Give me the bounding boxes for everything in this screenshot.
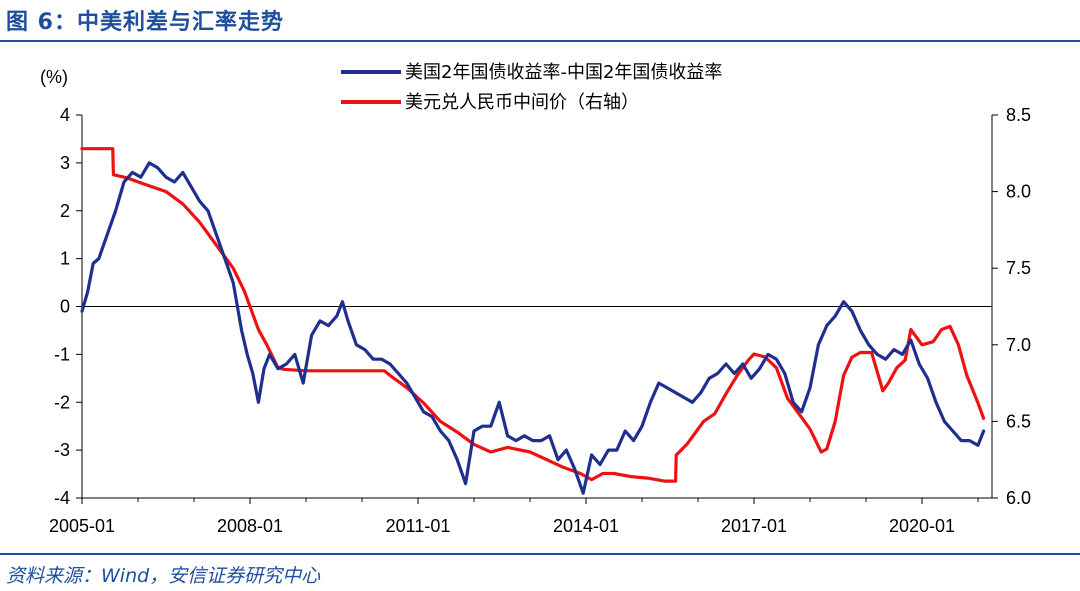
y-right-tick-label: 6.0 [1006, 488, 1031, 508]
x-tick-label: 2017-01 [721, 516, 787, 536]
source-note: 资料来源：Wind，安信证券研究中心 [6, 565, 321, 587]
source-rule [0, 553, 1080, 555]
legend: 美国2年国债收益率-中国2年国债收益率 美元兑人民币中间价（右轴） [341, 62, 722, 113]
y-left-tick-label: -3 [54, 440, 70, 460]
series-line-fx [80, 147, 986, 483]
y-left-tick-label: -1 [54, 344, 70, 364]
y-left-tick-label: 3 [60, 153, 70, 173]
chart-series [80, 147, 986, 495]
x-tick-label: 2020-01 [889, 516, 955, 536]
y-left-tick-label: 4 [60, 105, 70, 125]
x-tick-label: 2008-01 [217, 516, 283, 536]
x-tick-label: 2011-01 [386, 516, 451, 536]
y-unit-label: (%) [40, 67, 68, 87]
y-left-tick-label: 2 [60, 201, 70, 221]
y-left-tick-label: 1 [60, 249, 70, 269]
x-tick-label: 2014-01 [553, 516, 619, 536]
legend-label-spread: 美国2年国债收益率-中国2年国债收益率 [405, 62, 722, 83]
title-rule [0, 40, 1080, 42]
series-line-spread [80, 161, 986, 495]
y-left-tick-label: -2 [54, 392, 70, 412]
y-right-tick-label: 6.5 [1006, 411, 1031, 431]
chart-axes: 4 3 2 1 0 -1 -2 -3 -4 8.5 8.0 7.5 7.0 6.5 6.0 2005-01 20… [49, 105, 1031, 536]
legend-label-fx: 美元兑人民币中间价（右轴） [405, 92, 639, 113]
figure-title: 图 6：中美利差与汇率走势 [6, 10, 284, 35]
y-left-tick-label: -4 [54, 488, 70, 508]
x-tick-label: 2005-01 [49, 516, 115, 536]
y-right-tick-label: 7.5 [1006, 258, 1031, 278]
y-right-tick-label: 8.5 [1006, 105, 1031, 125]
y-left-tick-label: 0 [60, 297, 70, 317]
y-right-tick-label: 7.0 [1006, 335, 1031, 355]
y-right-tick-label: 8.0 [1006, 182, 1031, 202]
